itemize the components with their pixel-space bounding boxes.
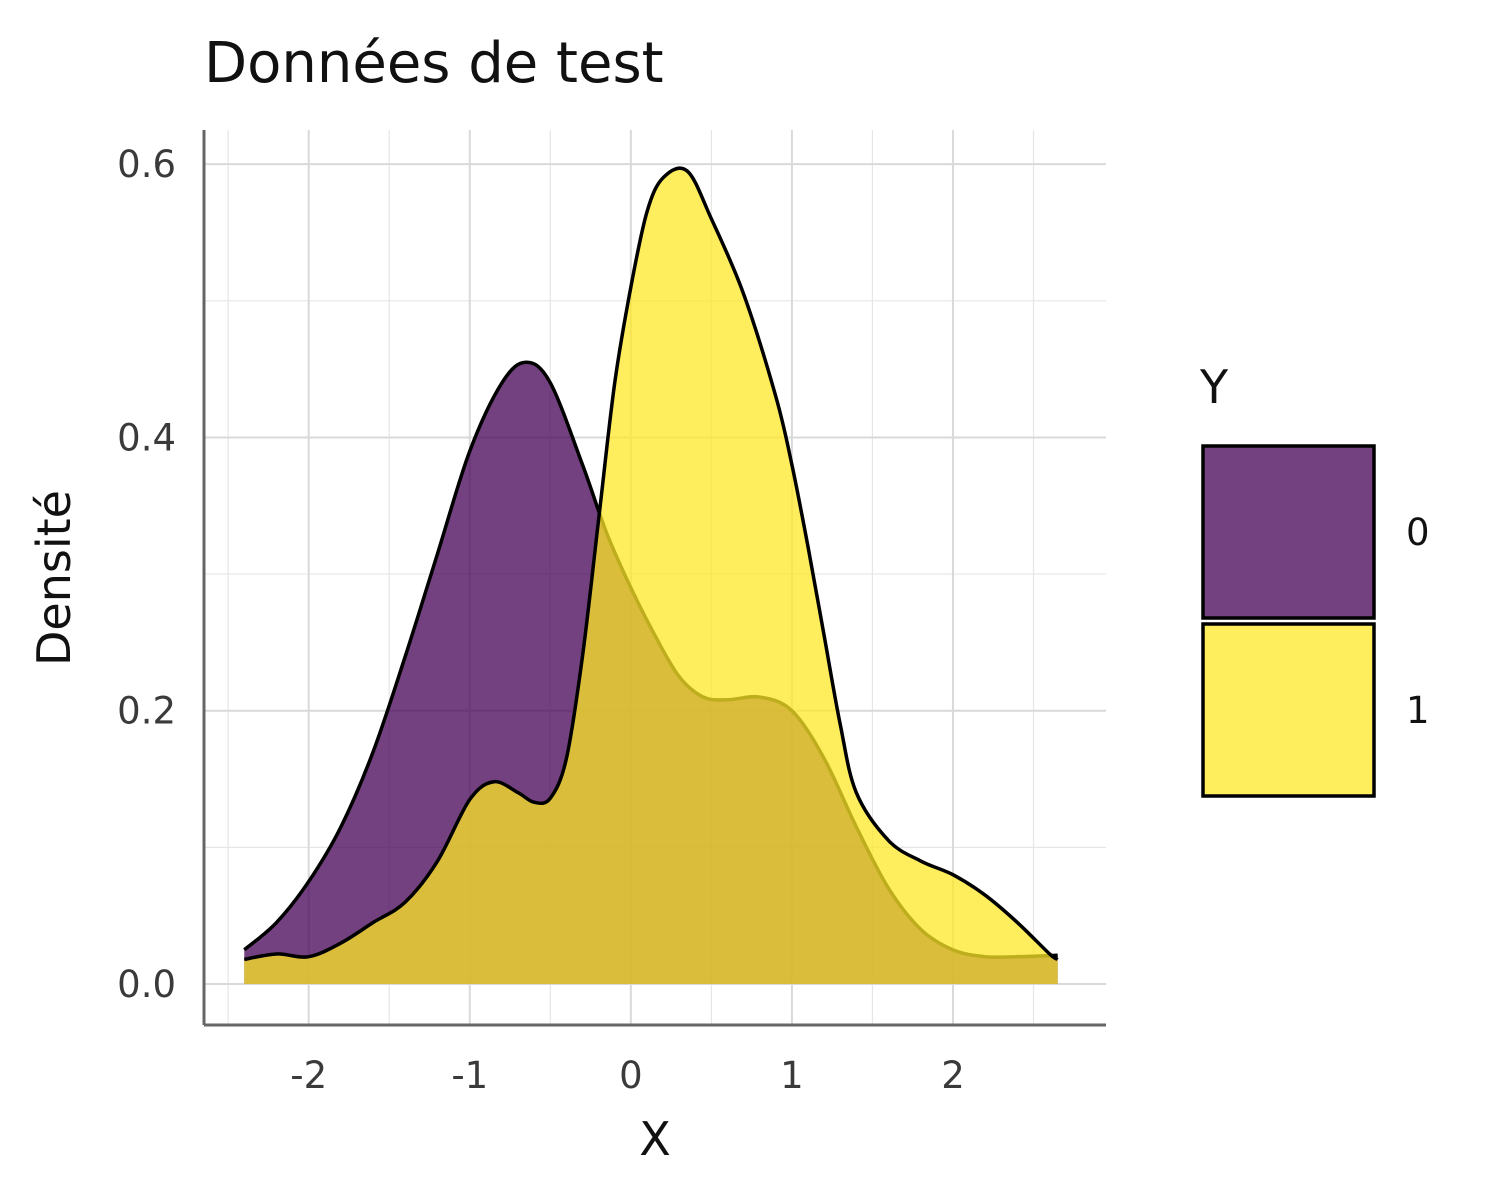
x-tick-label: 2	[941, 1054, 965, 1097]
legend-title: Y	[1199, 360, 1229, 414]
axes: -2 -1 0 1 2 0.0 0.2 0.4 0.6	[117, 130, 1106, 1097]
x-tick-label: -1	[451, 1054, 488, 1097]
y-tick-label: 0.6	[117, 143, 176, 186]
y-tick-label: 0.4	[117, 416, 176, 459]
legend-key-0	[1201, 444, 1376, 620]
y-axis-title: Densité	[27, 490, 81, 666]
density-line-series-1	[243, 166, 1059, 962]
legend-label-1: 1	[1406, 689, 1430, 732]
x-tick-label: 0	[619, 1054, 643, 1097]
density-areas	[243, 166, 1059, 985]
x-axis-title: X	[639, 1112, 671, 1166]
density-area-series-1	[244, 168, 1058, 985]
x-tick-label: 1	[780, 1054, 804, 1097]
legend-label-0: 0	[1406, 511, 1430, 554]
y-tick-label: 0.0	[117, 963, 176, 1006]
y-tick-label: 0.2	[117, 690, 176, 733]
x-tick-label: -2	[290, 1054, 327, 1097]
chart-title: Données de test	[204, 31, 664, 96]
legend: Y 0 1	[1199, 360, 1430, 798]
legend-key-1	[1201, 622, 1376, 798]
